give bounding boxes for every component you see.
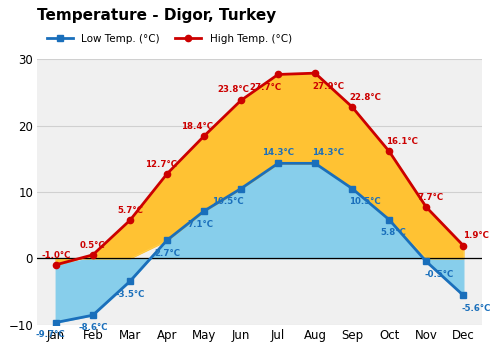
Text: 22.8°C: 22.8°C (349, 93, 381, 101)
Text: -0.5°C: -0.5°C (424, 270, 454, 279)
Low Temp. (°C) (238, 187, 244, 191)
Text: -1.0°C: -1.0°C (41, 251, 70, 259)
Text: 5.7°C: 5.7°C (117, 206, 143, 215)
Low Temp. (°C) (127, 279, 133, 284)
Line: Low Temp. (°C): Low Temp. (°C) (52, 160, 467, 326)
Low Temp. (°C) (312, 161, 318, 166)
Low Temp. (°C) (349, 187, 355, 191)
Text: 23.8°C: 23.8°C (218, 85, 250, 94)
Text: 7.7°C: 7.7°C (417, 193, 443, 202)
High Temp. (°C) (386, 149, 392, 154)
Text: -8.6°C: -8.6°C (78, 323, 108, 332)
Text: 27.9°C: 27.9°C (312, 82, 344, 91)
Low Temp. (°C) (386, 218, 392, 222)
Text: Temperature - Digor, Turkey: Temperature - Digor, Turkey (37, 8, 276, 23)
High Temp. (°C) (127, 218, 133, 223)
Low Temp. (°C) (53, 320, 59, 324)
High Temp. (°C) (90, 253, 96, 257)
Low Temp. (°C) (275, 161, 281, 166)
High Temp. (°C) (238, 98, 244, 103)
Low Temp. (°C) (90, 313, 96, 317)
High Temp. (°C) (349, 105, 355, 109)
Text: 2.7°C: 2.7°C (154, 249, 180, 258)
Text: 14.3°C: 14.3°C (262, 148, 294, 157)
Text: 1.9°C: 1.9°C (464, 231, 489, 240)
High Temp. (°C) (275, 72, 281, 77)
Low Temp. (°C) (424, 259, 430, 264)
Text: 0.5°C: 0.5°C (80, 240, 106, 250)
Text: 27.7°C: 27.7°C (249, 83, 281, 92)
High Temp. (°C) (312, 71, 318, 75)
Low Temp. (°C) (201, 209, 207, 213)
Text: 10.5°C: 10.5°C (212, 197, 244, 206)
High Temp. (°C) (164, 172, 170, 176)
Text: -3.5°C: -3.5°C (115, 290, 144, 299)
High Temp. (°C) (424, 205, 430, 209)
Text: -9.7°C: -9.7°C (36, 330, 65, 340)
Text: 7.1°C: 7.1°C (188, 220, 214, 229)
Text: 14.3°C: 14.3°C (312, 148, 344, 157)
Text: 18.4°C: 18.4°C (180, 122, 212, 131)
High Temp. (°C) (460, 244, 466, 248)
Text: 12.7°C: 12.7°C (146, 160, 178, 169)
Text: 16.1°C: 16.1°C (386, 137, 418, 146)
Low Temp. (°C) (164, 238, 170, 242)
Legend: Low Temp. (°C), High Temp. (°C): Low Temp. (°C), High Temp. (°C) (42, 30, 296, 48)
Text: 5.8°C: 5.8°C (380, 228, 406, 237)
High Temp. (°C) (53, 263, 59, 267)
Text: 10.5°C: 10.5°C (350, 197, 381, 206)
Low Temp. (°C) (460, 293, 466, 298)
Line: High Temp. (°C): High Temp. (°C) (52, 70, 467, 268)
Text: -5.6°C: -5.6°C (462, 304, 491, 313)
High Temp. (°C) (201, 134, 207, 138)
